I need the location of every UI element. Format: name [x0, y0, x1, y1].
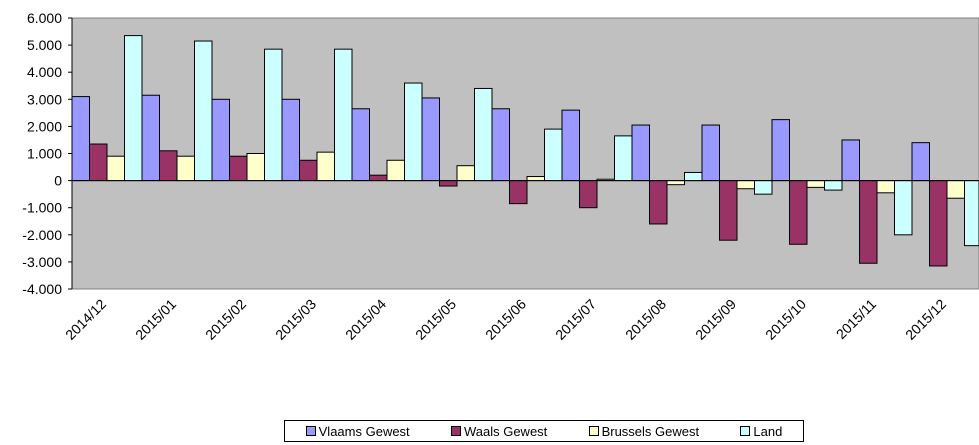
- bar-waals-gewest: [859, 180, 878, 264]
- legend-item: Land: [740, 424, 782, 439]
- x-tick-label: 2015/11: [833, 296, 880, 343]
- bar-vlaams-gewest: [351, 108, 370, 182]
- x-axis-ticks: 2014/12 2015/01 2015/02 2015/03 2015/04 2015/…: [62, 296, 949, 343]
- y-tick-label: 4.000: [27, 64, 62, 80]
- bar-brussels-gewest: [526, 176, 545, 182]
- bar-vlaams-gewest: [211, 98, 230, 182]
- bar-waals-gewest: [789, 180, 808, 245]
- legend-swatch: [450, 426, 461, 436]
- bar-waals-gewest: [579, 180, 598, 209]
- bar-vlaams-gewest: [491, 108, 510, 182]
- bar-brussels-gewest: [106, 155, 125, 182]
- bar-land: [334, 48, 353, 182]
- legend-label: Brussels Gewest: [601, 423, 700, 439]
- bar-brussels-gewest: [946, 180, 965, 199]
- x-tick-label: 2015/03: [272, 296, 319, 343]
- bar-land: [754, 180, 773, 195]
- bar-vlaams-gewest: [771, 119, 790, 182]
- bar-waals-gewest: [439, 180, 458, 187]
- legend-swatch: [305, 426, 316, 436]
- legend-label: Waals Gewest: [463, 423, 548, 439]
- x-tick-label: 2015/01: [132, 296, 179, 343]
- legend-swatch: [740, 426, 751, 436]
- bar-waals-gewest: [159, 150, 178, 182]
- x-tick-label: 2015/07: [552, 296, 599, 343]
- x-tick-label: 2015/08: [622, 296, 669, 343]
- bar-brussels-gewest: [176, 155, 195, 182]
- y-tick-label: -3.000: [22, 254, 62, 270]
- bar-brussels-gewest: [316, 151, 335, 182]
- y-tick-label: -2.000: [22, 227, 62, 243]
- x-tick-label: 2015/05: [412, 296, 459, 343]
- legend-item: Vlaams Gewest: [305, 423, 410, 439]
- legend-label: Vlaams Gewest: [318, 423, 410, 439]
- bars: [71, 35, 979, 267]
- bar-land: [964, 180, 979, 247]
- bar-vlaams-gewest: [141, 94, 160, 182]
- bar-waals-gewest: [509, 180, 528, 205]
- y-tick-label: 5.000: [27, 37, 62, 53]
- y-tick-label: -1.000: [22, 200, 62, 216]
- bar-brussels-gewest: [876, 180, 895, 194]
- x-tick-label: 2015/10: [762, 296, 809, 343]
- bar-waals-gewest: [229, 155, 248, 182]
- bar-waals-gewest: [719, 180, 738, 241]
- x-tick-label: 2015/02: [202, 296, 249, 343]
- bar-land: [894, 180, 913, 236]
- bar-land: [404, 82, 423, 182]
- bar-land: [614, 135, 633, 182]
- legend-swatch: [588, 426, 599, 436]
- bar-brussels-gewest: [456, 165, 475, 182]
- bar-vlaams-gewest: [911, 142, 930, 182]
- y-axis-ticks: 6.000 5.000 4.000 3.000 2.000 1.000 0 -1.000 -2.…: [22, 10, 72, 297]
- bar-vlaams-gewest: [281, 98, 300, 182]
- y-tick-label: 1.000: [27, 146, 62, 162]
- x-tick-label: 2014/12: [62, 296, 109, 343]
- bar-brussels-gewest: [736, 180, 755, 190]
- legend-item: Waals Gewest: [450, 423, 548, 439]
- bar-brussels-gewest: [386, 159, 405, 182]
- y-tick-label: 2.000: [27, 118, 62, 134]
- legend: Vlaams Gewest Waals Gewest Brussels Gewest…: [284, 420, 804, 442]
- x-tick-label: 2015/04: [342, 296, 389, 343]
- legend-label: Land: [753, 423, 783, 439]
- bar-land: [824, 180, 843, 191]
- bar-vlaams-gewest: [421, 97, 440, 182]
- bar-brussels-gewest: [246, 153, 265, 182]
- legend-item: Brussels Gewest: [588, 423, 700, 439]
- x-tick-label: 2015/09: [692, 296, 739, 343]
- bar-waals-gewest: [929, 180, 948, 267]
- bar-land: [124, 35, 143, 182]
- x-tick-label: 2015/06: [482, 296, 529, 343]
- bar-land: [684, 171, 703, 182]
- y-tick-label: -4.000: [22, 281, 62, 297]
- bar-vlaams-gewest: [561, 109, 580, 182]
- bar-waals-gewest: [649, 180, 668, 225]
- x-tick-label: 2015/12: [902, 296, 949, 343]
- bar-land: [474, 87, 493, 182]
- y-tick-label: 6.000: [27, 10, 62, 26]
- bar-waals-gewest: [299, 159, 318, 182]
- y-tick-label: 0: [54, 173, 62, 189]
- bar-vlaams-gewest: [841, 139, 860, 182]
- bar-vlaams-gewest: [71, 96, 90, 182]
- bar-waals-gewest: [369, 174, 388, 182]
- bar-vlaams-gewest: [701, 124, 720, 182]
- bar-vlaams-gewest: [631, 124, 650, 182]
- bar-brussels-gewest: [806, 180, 825, 188]
- bar-brussels-gewest: [666, 180, 685, 186]
- y-tick-label: 3.000: [27, 91, 62, 107]
- bar-land: [264, 48, 283, 182]
- bar-land: [194, 40, 213, 182]
- bar-waals-gewest: [89, 143, 108, 182]
- bar-land: [544, 128, 563, 182]
